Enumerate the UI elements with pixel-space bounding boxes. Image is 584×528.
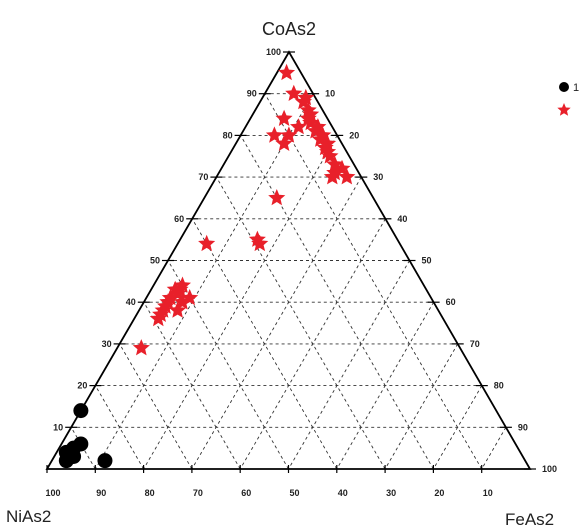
grid-line-right: [288, 260, 410, 470]
grid-line-left: [264, 93, 483, 470]
tick-label-left-edge: 20: [77, 381, 87, 391]
tick-label-bottom-edge: 30: [386, 488, 396, 498]
grid-line-left: [95, 385, 144, 470]
data-point-star: [198, 234, 216, 252]
data-points: [58, 63, 356, 469]
tick-label-left-edge: 80: [223, 130, 233, 140]
tick-label-right-edge: 90: [518, 422, 528, 432]
vertex-label-top: CoAs2: [262, 19, 316, 39]
tick-label-right-edge: 70: [470, 339, 480, 349]
tick-marks: [46, 51, 536, 473]
tick-label-bottom-edge: 60: [241, 488, 251, 498]
tick-label-right-edge: 40: [397, 214, 407, 224]
tick-label-bottom-edge: 90: [96, 488, 106, 498]
legend: 1: [557, 82, 579, 116]
data-point-star: [248, 230, 266, 247]
grid-line-left: [143, 301, 241, 470]
tick-label-bottom-edge: 80: [145, 488, 155, 498]
tick-label-right-edge: 100: [542, 464, 557, 474]
tick-label-left-edge: 100: [266, 47, 281, 57]
tick-label-left-edge: 70: [198, 172, 208, 182]
tick-label-right-edge: 60: [446, 297, 456, 307]
vertex-label-left: NiAs2: [6, 507, 51, 526]
data-point-star: [169, 301, 187, 318]
tick-label-bottom-edge: 40: [338, 488, 348, 498]
tick-label-right-edge: 30: [373, 172, 383, 182]
grid-line-left: [216, 176, 386, 470]
data-point-circle: [73, 403, 89, 419]
legend-label-circle: 1: [573, 82, 579, 94]
grid-line-right: [384, 343, 459, 470]
tick-label-bottom-edge: 70: [193, 488, 203, 498]
tick-label-bottom-edge: 50: [289, 488, 299, 498]
tick-label-right-edge: 10: [325, 89, 335, 99]
tick-label-bottom-edge: 10: [483, 488, 493, 498]
grid-line-right: [94, 93, 314, 470]
tick-labels: 100 90 80 70 60 50 40 30 20 10 100 90 80 70 60 50 40 30 20…: [45, 47, 557, 498]
data-point-star: [149, 309, 167, 327]
data-point-star: [275, 134, 293, 151]
grid-line-right: [336, 301, 434, 470]
vertex-label-right: FeAs2: [505, 510, 554, 528]
tick-label-bottom-edge: 100: [45, 488, 60, 498]
data-point-star: [278, 63, 296, 81]
tick-label-left-edge: 60: [174, 214, 184, 224]
data-point-star: [132, 339, 150, 356]
tick-label-left-edge: 40: [126, 297, 136, 307]
grid-line-left: [119, 343, 193, 470]
tick-label-left-edge: 30: [102, 339, 112, 349]
tick-label-left-edge: 50: [150, 256, 160, 266]
grid-line-right: [481, 427, 507, 470]
data-point-star: [275, 109, 293, 126]
data-point-star: [338, 168, 356, 185]
tick-label-right-edge: 20: [349, 130, 359, 140]
grid-line-right: [191, 176, 362, 470]
tick-label-right-edge: 80: [494, 381, 504, 391]
tick-label-bottom-edge: 20: [434, 488, 444, 498]
data-point-star: [323, 168, 341, 185]
data-point-star: [285, 84, 303, 101]
legend-circle-marker: [559, 82, 569, 92]
grid-line-left: [167, 260, 289, 470]
data-point-circle: [66, 448, 82, 464]
data-point-star: [268, 189, 286, 206]
tick-label-left-edge: 10: [53, 422, 63, 432]
data-point-circle: [97, 453, 113, 469]
tick-label-left-edge: 90: [247, 89, 257, 99]
legend-star-marker: [557, 103, 571, 116]
data-point-star: [290, 118, 308, 135]
data-point-star: [265, 126, 283, 143]
tick-label-right-edge: 50: [422, 256, 432, 266]
grid-line-right: [433, 385, 483, 470]
